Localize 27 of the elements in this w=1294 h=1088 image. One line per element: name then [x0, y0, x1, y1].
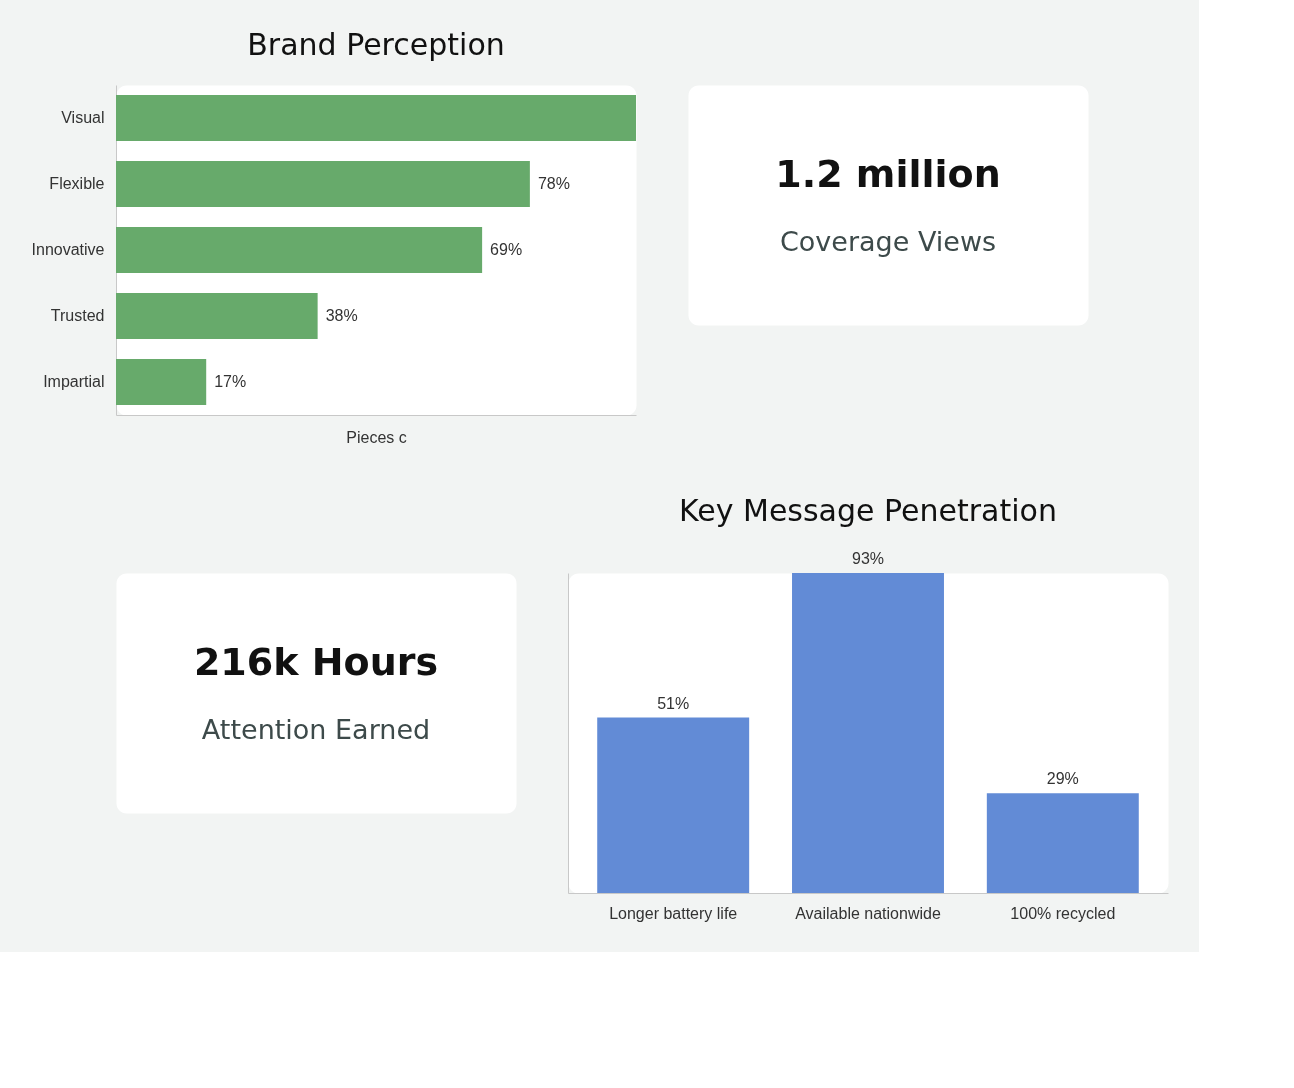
data-label: 17% [214, 373, 247, 390]
y-tick-label: Impartial [43, 373, 105, 390]
y-tick-label: Innovative [31, 241, 105, 258]
text: Attention Earned [201, 714, 431, 746]
bar [116, 94, 636, 142]
x-tick-label: 100% recycled [1010, 904, 1116, 922]
data-label: 78% [537, 175, 570, 192]
y-tick-label: Flexible [49, 175, 105, 192]
y-tick-label: Visual [61, 109, 105, 126]
text: 216k Hours [193, 640, 439, 685]
data-label: 51% [657, 694, 690, 712]
text: Coverage Views [779, 226, 997, 258]
data-label: 69% [490, 241, 523, 258]
data-label: 38% [325, 307, 358, 324]
y-tick-label: Trusted [50, 307, 105, 324]
bar [116, 358, 207, 406]
text: 1.2 million [775, 152, 1001, 197]
chart-title: Brand Perception [247, 27, 505, 62]
bar [116, 292, 318, 340]
chart-title: Key Message Penetration [679, 493, 1057, 528]
bar [116, 226, 483, 274]
x-tick-label: Longer battery life [609, 904, 738, 922]
data-label: 29% [1046, 770, 1079, 788]
x-axis-title: Pieces c [346, 428, 407, 446]
data-label: 93% [851, 550, 885, 567]
bar [116, 160, 530, 208]
x-tick-label: Available nationwide [795, 904, 941, 922]
